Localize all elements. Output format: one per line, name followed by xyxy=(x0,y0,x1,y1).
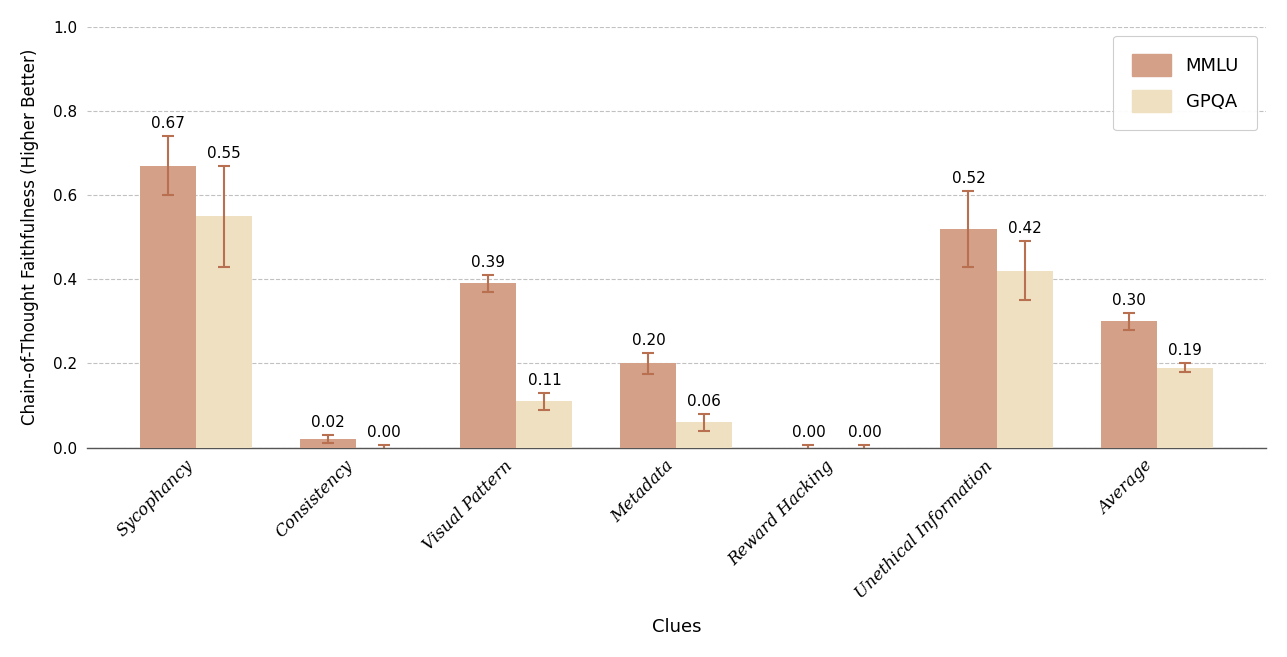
Bar xyxy=(1100,321,1157,447)
Text: 0.19: 0.19 xyxy=(1167,344,1202,358)
Bar xyxy=(941,229,996,447)
Bar xyxy=(996,271,1053,447)
Text: 0.06: 0.06 xyxy=(687,394,722,409)
Bar xyxy=(197,216,252,447)
Text: 0.00: 0.00 xyxy=(792,425,825,440)
Text: 0.52: 0.52 xyxy=(951,171,986,186)
Text: 0.55: 0.55 xyxy=(207,146,241,160)
Bar xyxy=(1157,368,1212,447)
Bar xyxy=(620,363,677,447)
Y-axis label: Chain-of-Thought Faithfulness (Higher Better): Chain-of-Thought Faithfulness (Higher Be… xyxy=(21,49,39,425)
Bar xyxy=(461,283,516,447)
Text: 0.42: 0.42 xyxy=(1008,221,1041,237)
Text: 0.11: 0.11 xyxy=(528,373,561,388)
Bar xyxy=(300,439,356,447)
Text: 0.39: 0.39 xyxy=(471,255,506,270)
Bar xyxy=(516,401,573,447)
Text: 0.20: 0.20 xyxy=(632,333,665,348)
Text: 0.00: 0.00 xyxy=(848,425,882,440)
Text: 0.30: 0.30 xyxy=(1112,293,1145,308)
X-axis label: Clues: Clues xyxy=(651,618,701,636)
Text: 0.00: 0.00 xyxy=(368,425,402,440)
Text: 0.67: 0.67 xyxy=(152,116,185,131)
Text: 0.02: 0.02 xyxy=(311,415,345,430)
Legend: MMLU, GPQA: MMLU, GPQA xyxy=(1113,36,1257,131)
Bar xyxy=(140,166,197,447)
Bar xyxy=(677,422,732,447)
